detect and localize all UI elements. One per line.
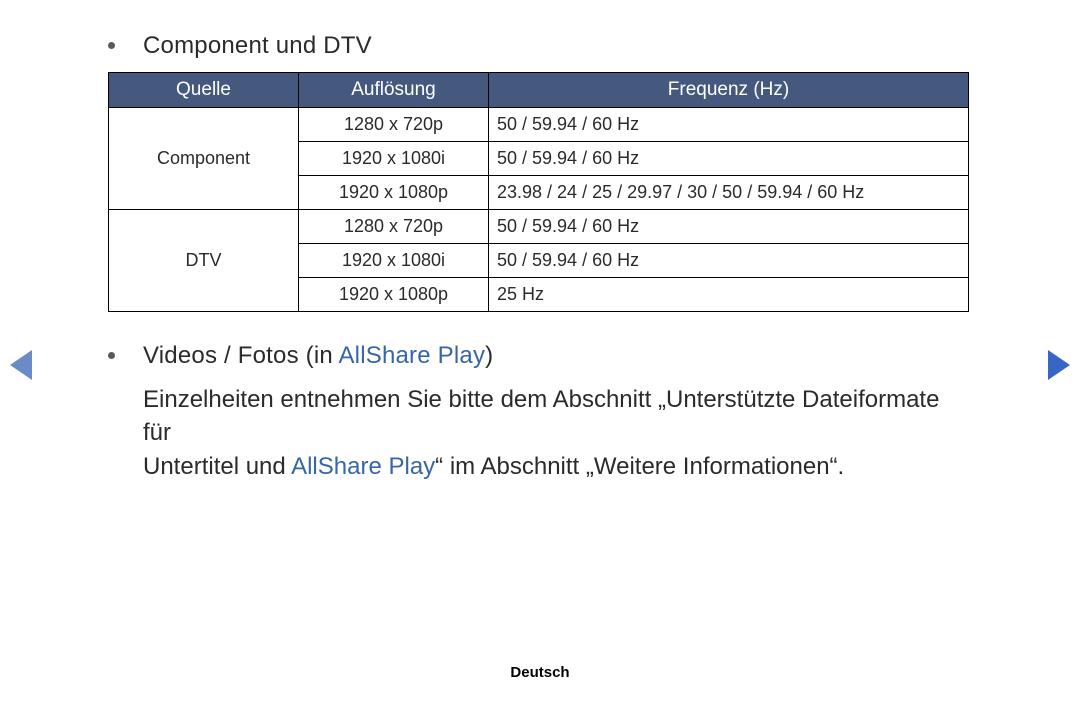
bullet-component-dtv: Component und DTV [108, 30, 972, 62]
footer-language: Deutsch [0, 664, 1080, 681]
resolution-table: Quelle Auflösung Frequenz (Hz) Component… [108, 72, 969, 312]
bullet-dot-icon [108, 352, 115, 359]
cell-res: 1920 x 1080p [299, 278, 489, 312]
text-post: ) [485, 342, 493, 369]
text-pre: Videos / Fotos (in [143, 342, 338, 369]
cell-freq: 50 / 59.94 / 60 Hz [489, 108, 969, 142]
cell-res: 1920 x 1080p [299, 176, 489, 210]
table-row: DTV 1280 x 720p 50 / 59.94 / 60 Hz [109, 210, 969, 244]
next-page-arrow-icon[interactable] [1048, 350, 1070, 380]
table-header-row: Quelle Auflösung Frequenz (Hz) [109, 73, 969, 108]
cell-freq: 50 / 59.94 / 60 Hz [489, 210, 969, 244]
col-frequenz: Frequenz (Hz) [489, 73, 969, 108]
cell-freq: 50 / 59.94 / 60 Hz [489, 142, 969, 176]
cell-source: Component [109, 108, 299, 210]
table-row: Component 1280 x 720p 50 / 59.94 / 60 Hz [109, 108, 969, 142]
prev-page-arrow-icon[interactable] [10, 350, 32, 380]
allshare-play-link: AllShare Play [291, 453, 435, 480]
cell-res: 1280 x 720p [299, 108, 489, 142]
para-line1: Einzelheiten entnehmen Sie bitte dem Abs… [143, 386, 939, 447]
bullet-videos-fotos: Videos / Fotos (in AllShare Play) [108, 340, 972, 372]
heading-videos-fotos: Videos / Fotos (in AllShare Play) [143, 340, 493, 372]
para-line2a: Untertitel und [143, 453, 291, 480]
para-line2b: “ im Abschnitt „Weitere Informationen“. [435, 453, 844, 480]
col-aufloesung: Auflösung [299, 73, 489, 108]
cell-source: DTV [109, 210, 299, 312]
allshare-play-link: AllShare Play [338, 342, 485, 369]
cell-freq: 50 / 59.94 / 60 Hz [489, 244, 969, 278]
cell-res: 1920 x 1080i [299, 244, 489, 278]
paragraph-details: Einzelheiten entnehmen Sie bitte dem Abs… [143, 383, 972, 484]
cell-res: 1280 x 720p [299, 210, 489, 244]
cell-res: 1920 x 1080i [299, 142, 489, 176]
cell-freq: 23.98 / 24 / 25 / 29.97 / 30 / 50 / 59.9… [489, 176, 969, 210]
bullet-dot-icon [108, 42, 115, 49]
heading-component-dtv: Component und DTV [143, 30, 372, 62]
cell-freq: 25 Hz [489, 278, 969, 312]
col-quelle: Quelle [109, 73, 299, 108]
